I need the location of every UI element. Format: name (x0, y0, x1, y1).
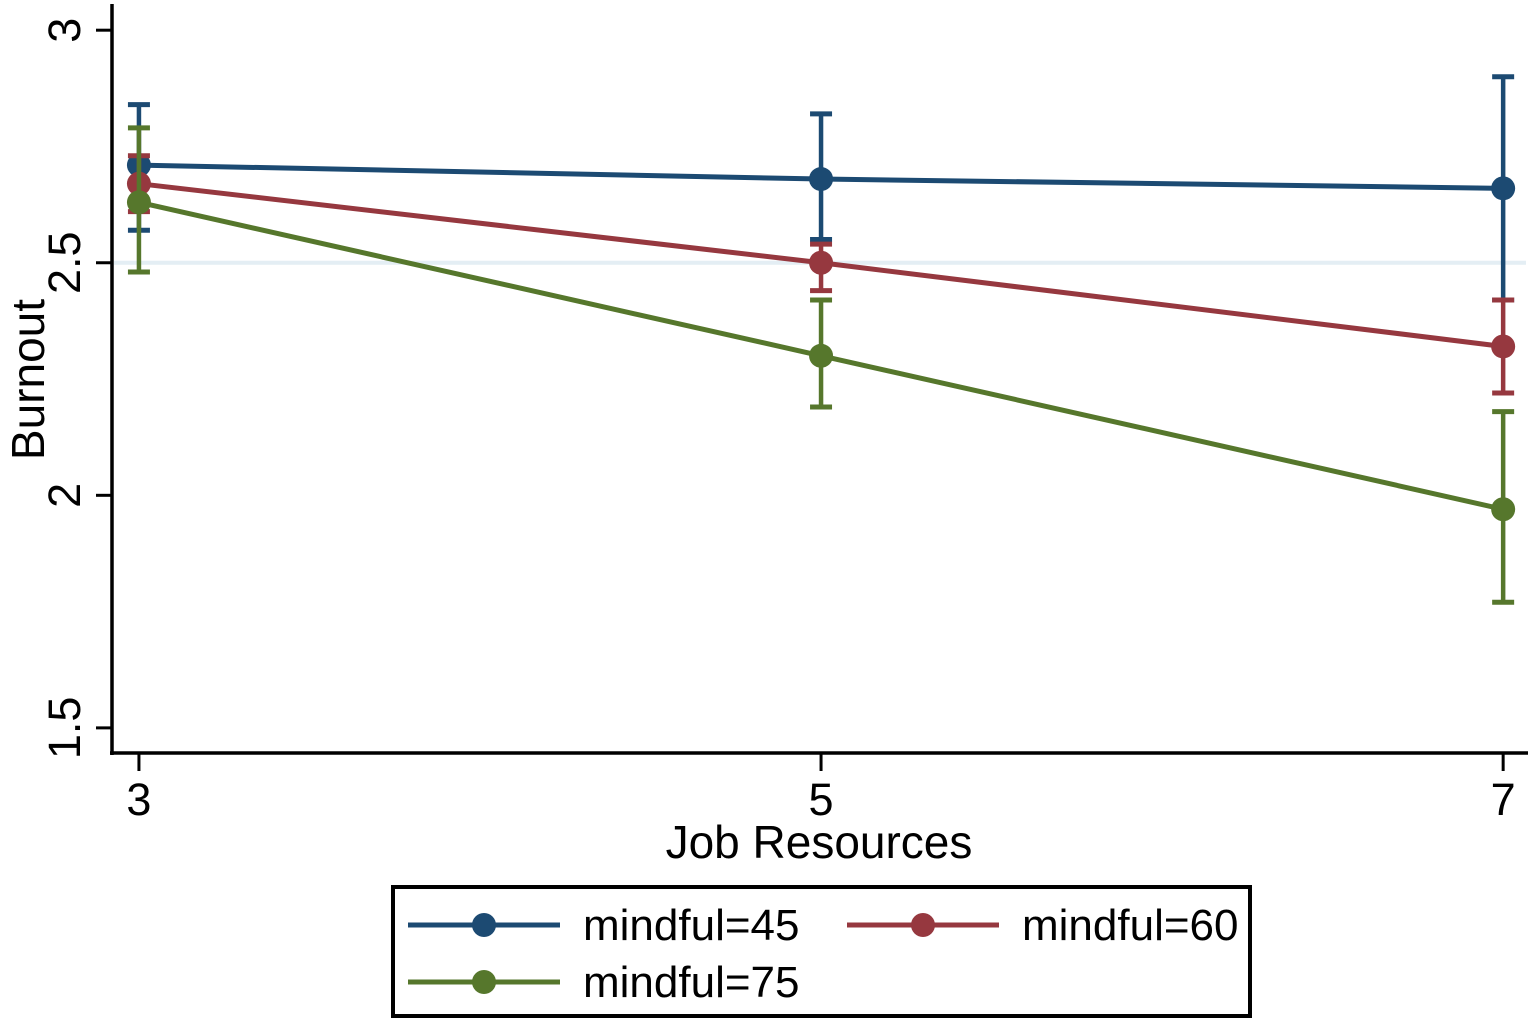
y-tick-label: 1.5 (39, 697, 90, 760)
x-tick-label: 7 (1491, 774, 1516, 825)
legend-entry-mindful-45: mindful=45 (408, 901, 799, 950)
legend-label: mindful=45 (583, 901, 799, 950)
legend-key-marker (472, 970, 496, 994)
y-axis-title: Burnout (2, 299, 54, 460)
x-axis-title: Job Resources (666, 816, 973, 868)
y-tick-label: 2.5 (39, 231, 90, 294)
data-point-marker (1491, 176, 1516, 201)
x-tick-label: 5 (809, 774, 834, 825)
data-point-marker (809, 167, 834, 192)
legend-entry-mindful-60: mindful=60 (847, 901, 1238, 950)
legend-entry-mindful-75: mindful=75 (408, 958, 799, 1007)
legend-key-marker (472, 913, 496, 937)
legend-box (391, 885, 1252, 1018)
y-tick-label: 2 (39, 483, 90, 508)
data-point-marker (1491, 497, 1516, 522)
axes: 3 2.5 2 1.5 3 5 7 Burnout Job Resources (2, 4, 1528, 868)
legend-label: mindful=60 (1022, 901, 1238, 950)
legend-key-marker (911, 913, 935, 937)
x-tick-label: 3 (126, 774, 151, 825)
y-tick-label: 3 (39, 18, 90, 43)
data-point-marker (809, 250, 834, 275)
legend-label: mindful=75 (583, 958, 799, 1007)
data-point-marker (1491, 334, 1516, 359)
data-point-marker (126, 190, 151, 215)
legend: mindful=45 mindful=60 mindful=75 (391, 885, 1252, 1018)
data-point-marker (809, 343, 834, 368)
series-mindful-75 (126, 125, 1516, 605)
